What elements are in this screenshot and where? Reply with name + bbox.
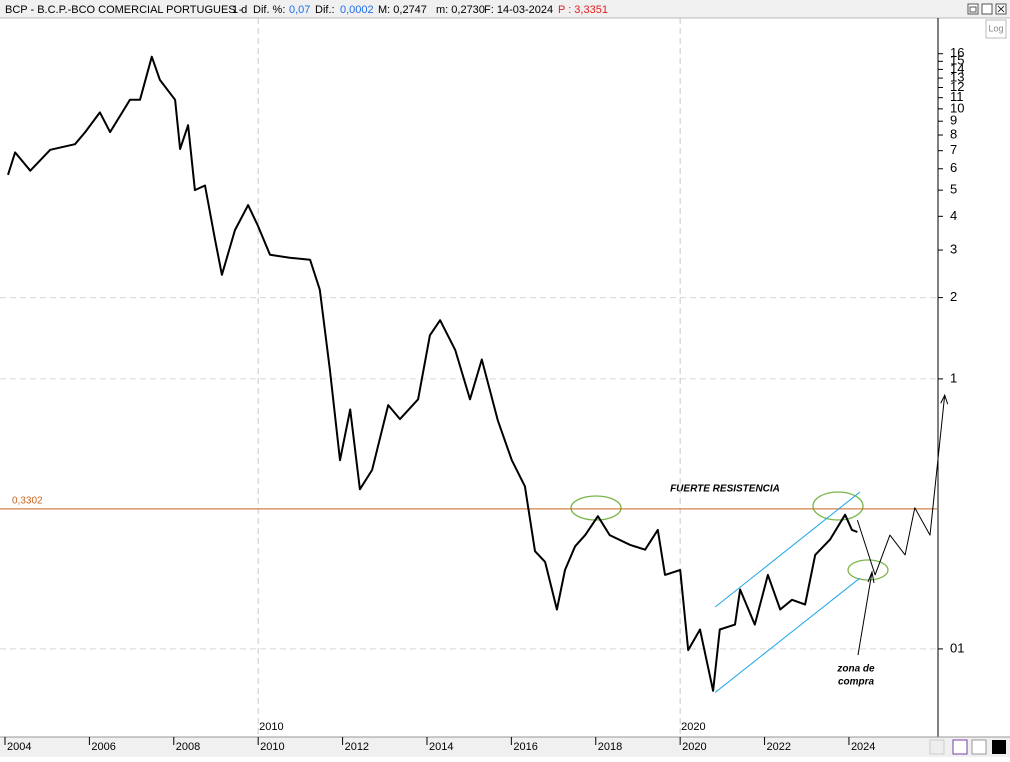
header-symbol: BCP - B.C.P.-BCO COMERCIAL PORTUGUES -: [5, 4, 243, 16]
x-tick-label: 2014: [429, 741, 453, 753]
restore-icon: [969, 6, 977, 13]
x-tick-label: 2024: [851, 741, 875, 753]
save-button[interactable]: [952, 739, 968, 755]
y-tick-label: 9: [950, 113, 957, 128]
channel-line: [714, 491, 861, 608]
price-line: [7, 55, 858, 692]
y-tick-label: 6: [950, 160, 957, 175]
y-tick-label: 01: [950, 640, 964, 655]
x-tick-label: 2018: [598, 741, 622, 753]
y-tick-label: 10: [950, 100, 964, 115]
buy-zone-annotation: compra: [838, 677, 875, 688]
header-bar: [0, 0, 1010, 18]
x-tick-label: 2004: [7, 741, 31, 753]
buy-zone-annotation: zona de: [836, 664, 875, 675]
resistance-annotation: FUERTE RESISTENCIA: [670, 484, 780, 495]
y-tick-label: 14: [950, 61, 964, 76]
header-price: P : 3,3351: [558, 4, 608, 16]
header-min: m: 0,2730: [436, 4, 485, 16]
x-axis-bar: [0, 737, 1010, 757]
resistance-label: 0,3302: [12, 495, 43, 506]
tool-button[interactable]: [929, 739, 945, 755]
y-tick-label: 5: [950, 182, 957, 197]
buy-zone-arrow: [857, 570, 875, 656]
y-tick-label: 16: [950, 45, 964, 60]
x-tick-label: 2016: [513, 741, 537, 753]
highlight-ellipse: [570, 495, 622, 521]
y-tick-label: 3: [950, 241, 957, 256]
y-tick-label: 8: [950, 126, 957, 141]
header-chg-pct-label: Dif. %:: [253, 4, 285, 16]
color-button[interactable]: [992, 740, 1006, 754]
y-tick-label: 1: [950, 370, 957, 385]
x-tick-label: 2012: [345, 741, 369, 753]
projection-arrowhead: [940, 393, 949, 405]
maximize-button[interactable]: [981, 3, 993, 15]
grid-year-label: 2010: [259, 721, 283, 733]
x-tick-label: 2010: [260, 741, 284, 753]
channel-line: [714, 577, 861, 693]
log-button[interactable]: [985, 19, 1007, 39]
y-tick-label: 11: [950, 89, 964, 104]
header-chg: 0,0002: [340, 4, 374, 16]
x-tick-label: 2006: [91, 741, 115, 753]
highlight-ellipse: [812, 491, 864, 521]
x-tick-label: 2008: [176, 741, 200, 753]
restore-button[interactable]: [967, 3, 979, 15]
header-chg-pct: 0,07: [289, 4, 310, 16]
y-tick-label: 13: [950, 70, 964, 85]
y-tick-label: 12: [950, 79, 964, 94]
close-icon: [997, 5, 1005, 13]
grid-year-label: 2020: [681, 721, 705, 733]
highlight-ellipse: [847, 559, 889, 581]
x-tick-label: 2020: [682, 741, 706, 753]
header-chg-label: Dif.:: [315, 4, 335, 16]
log-button-label: Log: [988, 23, 1003, 33]
pin-button[interactable]: [971, 739, 987, 755]
y-tick-label: 4: [950, 208, 957, 223]
projection-line: [856, 395, 946, 576]
y-tick-label: 7: [950, 142, 957, 157]
header-date: F: 14-03-2024: [484, 4, 553, 16]
header-max: M: 0,2747: [378, 4, 427, 16]
y-tick-label: 15: [950, 53, 964, 68]
y-tick-label: 2: [950, 289, 957, 304]
header-period: 1 d: [232, 4, 247, 16]
x-tick-label: 2022: [767, 741, 791, 753]
